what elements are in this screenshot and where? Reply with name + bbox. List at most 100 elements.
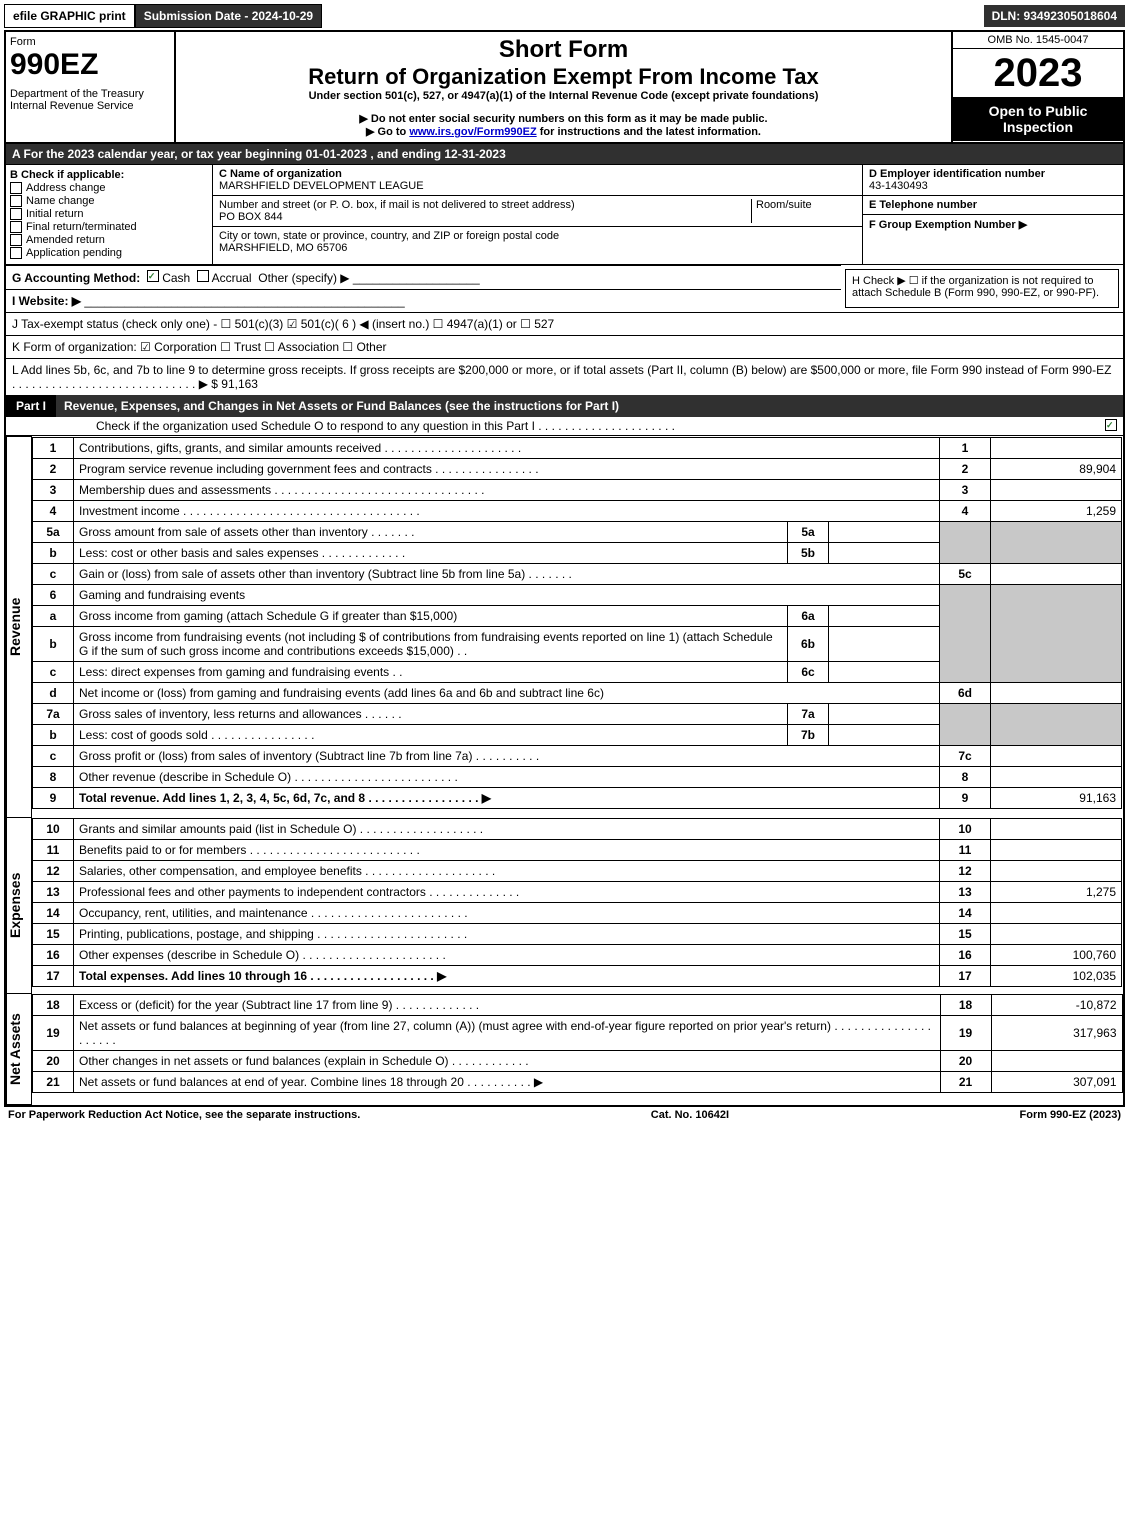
irs-link[interactable]: www.irs.gov/Form990EZ xyxy=(409,126,536,138)
header-center: Short Form Return of Organization Exempt… xyxy=(176,32,953,142)
netassets-lines: 18Excess or (deficit) for the year (Subt… xyxy=(32,994,1123,1093)
subbox-7a: 7a xyxy=(788,703,829,724)
tax-year: 2023 xyxy=(953,49,1123,97)
line-6a-num: a xyxy=(33,605,74,626)
subbox-7b: 7b xyxy=(788,724,829,745)
line-4-desc: Investment income . . . . . . . . . . . … xyxy=(74,500,940,521)
instruction-goto: ▶ Go to www.irs.gov/Form990EZ for instru… xyxy=(180,125,947,138)
subval-5b[interactable] xyxy=(829,542,940,563)
box-19: 19 xyxy=(940,1015,991,1050)
checkbox-address-change[interactable] xyxy=(10,182,22,194)
part-1-title: Revenue, Expenses, and Changes in Net As… xyxy=(56,395,1123,417)
checkbox-initial-return[interactable] xyxy=(10,208,22,220)
side-label-revenue: Revenue xyxy=(7,437,23,817)
box-12: 12 xyxy=(940,860,991,881)
line-12-num: 12 xyxy=(33,860,74,881)
street-cell: Number and street (or P. O. box, if mail… xyxy=(213,196,862,227)
k-text: K Form of organization: ☑ Corporation ☐ … xyxy=(12,340,387,354)
efile-print-button[interactable]: efile GRAPHIC print xyxy=(4,4,135,28)
submission-date-label: Submission Date - 2024-10-29 xyxy=(135,4,322,28)
instr2-pre: ▶ Go to xyxy=(366,126,409,138)
line-3-desc: Membership dues and assessments . . . . … xyxy=(74,479,940,500)
line-7a-desc: Gross sales of inventory, less returns a… xyxy=(74,703,788,724)
l-text: L Add lines 5b, 6c, and 7b to line 9 to … xyxy=(12,363,1111,391)
subval-7b[interactable] xyxy=(829,724,940,745)
subbox-5a: 5a xyxy=(788,521,829,542)
subval-6a[interactable] xyxy=(829,605,940,626)
amt-1 xyxy=(991,437,1122,458)
line-16-num: 16 xyxy=(33,944,74,965)
part-1-check-row: Check if the organization used Schedule … xyxy=(6,417,1123,436)
box-3: 3 xyxy=(940,479,991,500)
ein-label: D Employer identification number xyxy=(869,168,1045,180)
checkbox-application-pending[interactable] xyxy=(10,247,22,259)
checkbox-schedule-o[interactable] xyxy=(1105,419,1117,431)
amt-10 xyxy=(991,818,1122,839)
amt-5c xyxy=(991,563,1122,584)
section-k-form-org: K Form of organization: ☑ Corporation ☐ … xyxy=(6,335,1123,358)
subval-6b[interactable] xyxy=(829,626,940,661)
line-18-desc: Excess or (deficit) for the year (Subtra… xyxy=(74,994,941,1015)
checkbox-cash[interactable] xyxy=(147,270,159,282)
grey-7 xyxy=(940,703,991,745)
amt-12 xyxy=(991,860,1122,881)
org-name-value: MARSHFIELD DEVELOPMENT LEAGUE xyxy=(219,180,424,192)
line-2-num: 2 xyxy=(33,458,74,479)
ein-value: 43-1430493 xyxy=(869,180,928,192)
line-9-num: 9 xyxy=(33,787,74,808)
j-text: J Tax-exempt status (check only one) - ☐… xyxy=(12,317,554,331)
section-l-gross-receipts: L Add lines 5b, 6c, and 7b to line 9 to … xyxy=(6,358,1123,395)
line-17-desc: Total expenses. Add lines 10 through 16 … xyxy=(74,965,940,986)
amt-8 xyxy=(991,766,1122,787)
line-13-num: 13 xyxy=(33,881,74,902)
form-header: Form 990EZ Department of the Treasury In… xyxy=(6,32,1123,144)
revenue-lines: 1Contributions, gifts, grants, and simil… xyxy=(32,437,1122,809)
checkbox-name-change[interactable] xyxy=(10,195,22,207)
greyamt-6 xyxy=(991,584,1122,682)
box-18: 18 xyxy=(940,994,991,1015)
line-10-num: 10 xyxy=(33,818,74,839)
amt-17: 102,035 xyxy=(991,965,1122,986)
section-def: D Employer identification number 43-1430… xyxy=(863,165,1123,264)
part-1-table: Revenue 1Contributions, gifts, grants, a… xyxy=(6,436,1123,1105)
amt-7c xyxy=(991,745,1122,766)
checkbox-final-return[interactable] xyxy=(10,221,22,233)
amt-2: 89,904 xyxy=(991,458,1122,479)
subbox-6b: 6b xyxy=(788,626,829,661)
checkbox-amended-return[interactable] xyxy=(10,234,22,246)
amt-4: 1,259 xyxy=(991,500,1122,521)
group-label: F Group Exemption Number ▶ xyxy=(869,219,1027,231)
line-6b-num: b xyxy=(33,626,74,661)
section-i-website: I Website: ▶ ___________________________… xyxy=(6,289,841,312)
line-11-desc: Benefits paid to or for members . . . . … xyxy=(74,839,940,860)
subval-5a[interactable] xyxy=(829,521,940,542)
amt-14 xyxy=(991,902,1122,923)
line-5a-desc: Gross amount from sale of assets other t… xyxy=(74,521,788,542)
amt-18: -10,872 xyxy=(991,994,1122,1015)
line-1-desc: Contributions, gifts, grants, and simila… xyxy=(74,437,940,458)
amt-6d xyxy=(991,682,1122,703)
subbox-5b: 5b xyxy=(788,542,829,563)
line-14-num: 14 xyxy=(33,902,74,923)
box-13: 13 xyxy=(940,881,991,902)
line-11-num: 11 xyxy=(33,839,74,860)
g-h-row: G Accounting Method: Cash Accrual Other … xyxy=(6,265,1123,312)
subval-7a[interactable] xyxy=(829,703,940,724)
room-label: Room/suite xyxy=(756,199,812,211)
checkbox-accrual[interactable] xyxy=(197,270,209,282)
line-21-desc: Net assets or fund balances at end of ye… xyxy=(74,1071,941,1092)
side-label-expenses: Expenses xyxy=(7,818,23,993)
part-1-label: Part I xyxy=(6,395,56,417)
line-6-desc: Gaming and fundraising events xyxy=(74,584,940,605)
line-5b-num: b xyxy=(33,542,74,563)
box-5c: 5c xyxy=(940,563,991,584)
box-7c: 7c xyxy=(940,745,991,766)
subval-6c[interactable] xyxy=(829,661,940,682)
tel-label: E Telephone number xyxy=(869,199,977,211)
line-7b-num: b xyxy=(33,724,74,745)
return-subtitle: Under section 501(c), 527, or 4947(a)(1)… xyxy=(180,90,947,102)
form-container: Form 990EZ Department of the Treasury In… xyxy=(4,30,1125,1107)
grey-5 xyxy=(940,521,991,563)
line-21-num: 21 xyxy=(33,1071,74,1092)
box-20: 20 xyxy=(940,1050,991,1071)
